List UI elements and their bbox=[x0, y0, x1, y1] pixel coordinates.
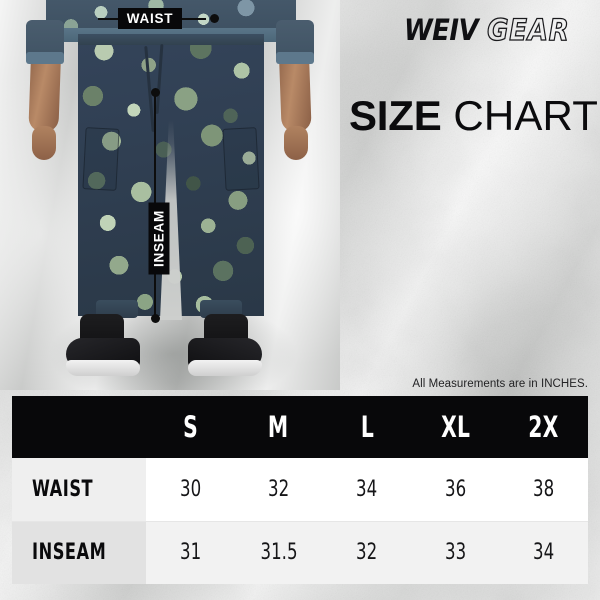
row-label-cell-inseam: INSEAM bbox=[12, 521, 146, 584]
cargo-pocket-right bbox=[222, 127, 260, 191]
waist-s: 30 bbox=[179, 476, 201, 502]
model-left-hand bbox=[32, 126, 56, 160]
inseam-value-s: 31 bbox=[146, 522, 234, 584]
waist-measurement-tag: WAIST bbox=[118, 8, 182, 29]
waist-endpoint-dot bbox=[210, 14, 219, 23]
sneaker-sole-right bbox=[188, 360, 262, 376]
table-header-cell-s: S bbox=[146, 396, 234, 458]
inseam-value-l: 32 bbox=[323, 522, 411, 584]
sneaker-left bbox=[66, 314, 140, 380]
size-chart-table: S M L XL 2X WAIST 30 32 34 36 38 INSEAM bbox=[12, 396, 588, 584]
inseam-value-cells: 31 31.5 32 33 34 bbox=[146, 522, 588, 584]
waist-l: 34 bbox=[356, 476, 378, 502]
inseam-endpoint-dot-bottom bbox=[151, 314, 160, 323]
inseam-value-xl: 33 bbox=[411, 522, 499, 584]
inseam-endpoint-dot-top bbox=[151, 88, 160, 97]
row-label-waist: WAIST bbox=[32, 476, 94, 502]
brand-logo-gear: GEAR bbox=[487, 14, 570, 49]
row-label-inseam: INSEAM bbox=[32, 540, 107, 566]
brand-logo: WEIV GEAR bbox=[404, 14, 570, 49]
inseam-l: 32 bbox=[356, 540, 378, 566]
size-label-m: M bbox=[268, 410, 289, 445]
page-title-chart: CHART bbox=[441, 92, 599, 139]
product-photo: WAIST INSEAM bbox=[0, 0, 340, 390]
table-row: INSEAM 31 31.5 32 33 34 bbox=[12, 521, 588, 584]
waist-value-s: 30 bbox=[146, 458, 234, 520]
waist-value-l: 34 bbox=[323, 458, 411, 520]
waist-value-2x: 38 bbox=[500, 458, 588, 520]
page-title: SIZE CHART bbox=[349, 95, 598, 137]
table-row: WAIST 30 32 34 36 38 bbox=[12, 458, 588, 522]
inseam-m: 31.5 bbox=[260, 540, 298, 566]
row-label-cell-waist: WAIST bbox=[12, 458, 146, 521]
waist-value-cells: 30 32 34 36 38 bbox=[146, 458, 588, 520]
table-header-cell-m: M bbox=[234, 396, 322, 458]
inseam-measurement-tag: INSEAM bbox=[148, 202, 170, 275]
waist-value-xl: 36 bbox=[411, 458, 499, 520]
table-header-cell-xl: XL bbox=[411, 396, 499, 458]
table-header-size-cells: S M L XL 2X bbox=[146, 396, 588, 458]
measurement-unit-note: All Measurements are in INCHES. bbox=[412, 378, 588, 390]
pants-waistband bbox=[78, 34, 264, 45]
ankle-cuff-left bbox=[96, 300, 138, 318]
table-header-corner-cell bbox=[12, 396, 146, 459]
sneaker-right bbox=[188, 314, 262, 380]
inseam-value-m: 31.5 bbox=[234, 522, 322, 584]
table-header-row: S M L XL 2X bbox=[12, 396, 588, 459]
waist-m: 32 bbox=[268, 476, 290, 502]
size-label-s: S bbox=[182, 410, 198, 445]
sneaker-sole-left bbox=[66, 360, 140, 376]
inseam-xl: 33 bbox=[444, 540, 467, 566]
waist-value-m: 32 bbox=[234, 458, 322, 520]
brand-logo-weiv: WEIV bbox=[404, 14, 479, 48]
table-header-cell-2x: 2X bbox=[500, 396, 588, 458]
waist-2x: 38 bbox=[533, 476, 555, 502]
size-label-2x: 2X bbox=[528, 410, 559, 445]
size-label-l: L bbox=[360, 410, 374, 445]
waist-xl: 36 bbox=[444, 476, 467, 502]
inseam-value-2x: 34 bbox=[500, 522, 588, 584]
ankle-cuff-right bbox=[200, 300, 242, 318]
hoodie-left-cuff bbox=[26, 52, 64, 64]
cargo-pocket-left bbox=[82, 127, 120, 191]
size-label-xl: XL bbox=[440, 410, 470, 445]
page-title-size: SIZE bbox=[349, 92, 442, 139]
inseam-s: 31 bbox=[179, 540, 201, 566]
hoodie-right-cuff bbox=[276, 52, 314, 64]
table-header-cell-l: L bbox=[323, 396, 411, 458]
inseam-2x: 34 bbox=[533, 540, 555, 566]
model-right-hand bbox=[284, 126, 308, 160]
